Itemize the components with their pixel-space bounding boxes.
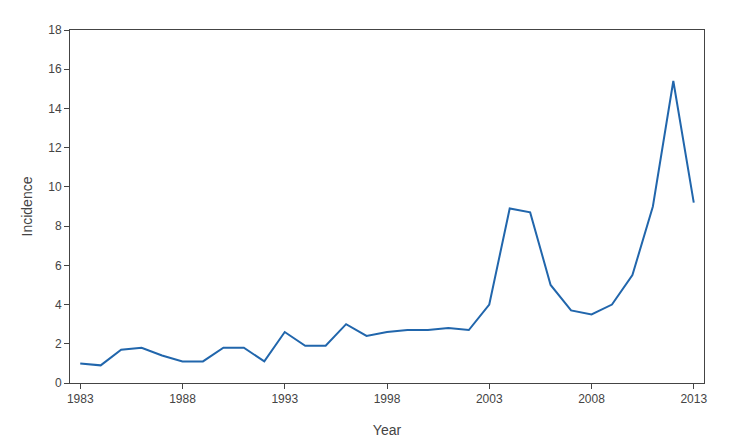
svg-text:1998: 1998 <box>374 392 401 406</box>
svg-text:6: 6 <box>55 259 62 273</box>
svg-text:16: 16 <box>48 62 62 76</box>
svg-text:2003: 2003 <box>476 392 503 406</box>
svg-text:2013: 2013 <box>680 392 707 406</box>
svg-text:14: 14 <box>48 102 62 116</box>
svg-text:0: 0 <box>55 376 62 390</box>
svg-text:1983: 1983 <box>67 392 94 406</box>
svg-text:4: 4 <box>55 298 62 312</box>
svg-text:1993: 1993 <box>271 392 298 406</box>
svg-text:Incidence: Incidence <box>19 176 35 236</box>
svg-text:2: 2 <box>55 337 62 351</box>
svg-text:8: 8 <box>55 219 62 233</box>
svg-text:12: 12 <box>48 141 62 155</box>
svg-text:10: 10 <box>48 180 62 194</box>
svg-text:Year: Year <box>373 422 402 438</box>
svg-text:2008: 2008 <box>578 392 605 406</box>
svg-text:1988: 1988 <box>169 392 196 406</box>
svg-text:18: 18 <box>48 23 62 37</box>
